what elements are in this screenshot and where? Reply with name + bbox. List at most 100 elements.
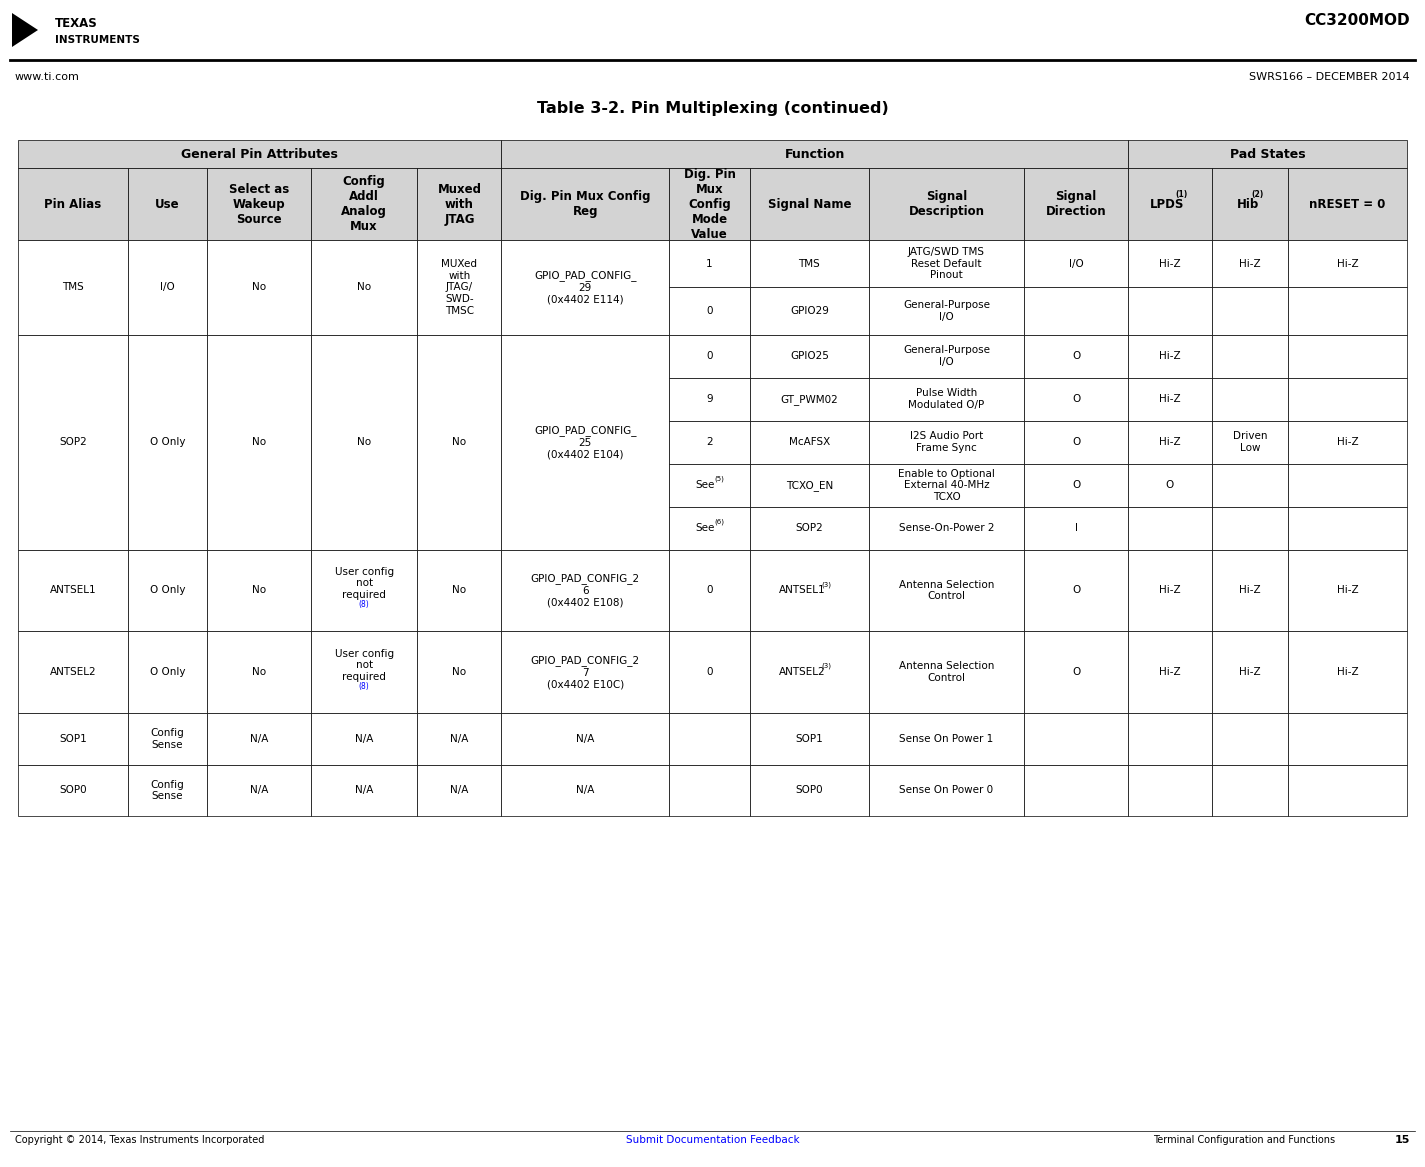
Text: General-Purpose
I/O: General-Purpose I/O — [903, 300, 990, 322]
Text: No: No — [252, 668, 266, 677]
Text: JATG/SWD TMS
Reset Default
Pinout: JATG/SWD TMS Reset Default Pinout — [908, 247, 985, 280]
Bar — [1129, 168, 1211, 240]
Bar — [1025, 168, 1129, 240]
Text: Signal
Description: Signal Description — [909, 190, 985, 218]
Text: Antenna Selection
Control: Antenna Selection Control — [899, 662, 995, 683]
Bar — [750, 335, 869, 378]
Bar — [1129, 287, 1211, 335]
Bar — [207, 631, 311, 713]
Bar — [750, 378, 869, 420]
Bar — [1025, 240, 1129, 287]
Bar — [1025, 713, 1129, 764]
Bar — [1025, 506, 1129, 550]
Bar — [1211, 506, 1288, 550]
Bar — [1025, 420, 1129, 463]
Text: (3): (3) — [821, 581, 831, 588]
Bar — [670, 631, 750, 713]
Bar — [1129, 140, 1406, 168]
Bar — [670, 506, 750, 550]
Text: (8): (8) — [359, 600, 369, 609]
Bar — [1211, 764, 1288, 816]
Text: Copyright © 2014, Texas Instruments Incorporated: Copyright © 2014, Texas Instruments Inco… — [16, 1135, 265, 1145]
Text: INSTRUMENTS: INSTRUMENTS — [56, 35, 140, 46]
Bar — [869, 550, 1025, 631]
Bar — [128, 550, 207, 631]
Bar — [1288, 550, 1406, 631]
Text: nRESET = 0: nRESET = 0 — [1310, 197, 1385, 210]
Text: 1: 1 — [707, 259, 712, 268]
Text: Muxed
with
JTAG: Muxed with JTAG — [437, 182, 482, 225]
Bar — [207, 240, 311, 335]
Bar — [418, 335, 502, 550]
Bar — [502, 168, 670, 240]
Text: N/A: N/A — [576, 734, 594, 743]
Bar — [1025, 335, 1129, 378]
Bar — [1025, 550, 1129, 631]
Text: See: See — [695, 523, 715, 533]
Text: N/A: N/A — [450, 734, 469, 743]
Bar — [19, 335, 128, 550]
Text: I: I — [1074, 523, 1077, 533]
Bar — [750, 506, 869, 550]
Bar — [750, 420, 869, 463]
Text: 2: 2 — [707, 438, 712, 447]
Bar — [869, 168, 1025, 240]
Bar — [311, 764, 418, 816]
Bar — [869, 335, 1025, 378]
Text: N/A: N/A — [249, 785, 268, 796]
Bar — [19, 713, 128, 764]
Text: Enable to Optional
External 40-MHz
TCXO: Enable to Optional External 40-MHz TCXO — [898, 468, 995, 502]
Text: Signal Name: Signal Name — [768, 197, 851, 210]
Bar — [1025, 378, 1129, 420]
Text: General Pin Attributes: General Pin Attributes — [181, 147, 338, 161]
Bar — [750, 168, 869, 240]
Text: (5): (5) — [714, 476, 724, 482]
Bar — [19, 240, 128, 335]
Bar — [869, 420, 1025, 463]
Text: N/A: N/A — [355, 785, 373, 796]
Text: O: O — [1072, 394, 1080, 404]
Text: No: No — [452, 438, 466, 447]
Text: Hi-Z: Hi-Z — [1337, 438, 1358, 447]
Text: Sense On Power 0: Sense On Power 0 — [899, 785, 993, 796]
Text: CC3200MOD: CC3200MOD — [1304, 13, 1409, 28]
Bar — [19, 631, 128, 713]
Text: (6): (6) — [714, 519, 724, 525]
Text: MUXed
with
JTAG/
SWD-
TMSC: MUXed with JTAG/ SWD- TMSC — [442, 259, 477, 315]
Text: No: No — [252, 586, 266, 595]
Bar — [502, 764, 670, 816]
Text: N/A: N/A — [450, 785, 469, 796]
Bar — [1288, 463, 1406, 506]
Bar — [1129, 506, 1211, 550]
Text: Select as
Wakeup
Source: Select as Wakeup Source — [229, 182, 289, 225]
Text: I2S Audio Port
Frame Sync: I2S Audio Port Frame Sync — [911, 432, 983, 453]
Bar — [502, 240, 670, 335]
Text: ANTSEL2: ANTSEL2 — [50, 668, 97, 677]
Bar — [418, 240, 502, 335]
Bar — [418, 168, 502, 240]
Text: Hib: Hib — [1237, 197, 1260, 210]
Text: No: No — [358, 438, 370, 447]
Bar — [1129, 631, 1211, 713]
Text: Hi-Z: Hi-Z — [1240, 259, 1261, 268]
Bar — [311, 550, 418, 631]
Text: 0: 0 — [707, 586, 712, 595]
Bar — [1211, 335, 1288, 378]
Bar — [311, 168, 418, 240]
Text: TCXO_EN: TCXO_EN — [785, 480, 834, 490]
Text: SOP1: SOP1 — [795, 734, 824, 743]
Text: TMS: TMS — [63, 282, 84, 292]
Bar — [418, 550, 502, 631]
Text: Hi-Z: Hi-Z — [1159, 394, 1181, 404]
Bar — [1129, 463, 1211, 506]
Text: General-Purpose
I/O: General-Purpose I/O — [903, 345, 990, 366]
Text: I/O: I/O — [1069, 259, 1083, 268]
Text: SOP0: SOP0 — [58, 785, 87, 796]
Bar — [1288, 378, 1406, 420]
Text: Pad States: Pad States — [1230, 147, 1305, 161]
Bar — [502, 713, 670, 764]
Bar — [750, 764, 869, 816]
Text: GPIO_PAD_CONFIG_2
6
(0x4402 E108): GPIO_PAD_CONFIG_2 6 (0x4402 E108) — [530, 573, 640, 608]
Bar — [502, 140, 1129, 168]
Text: (2): (2) — [1251, 189, 1264, 198]
